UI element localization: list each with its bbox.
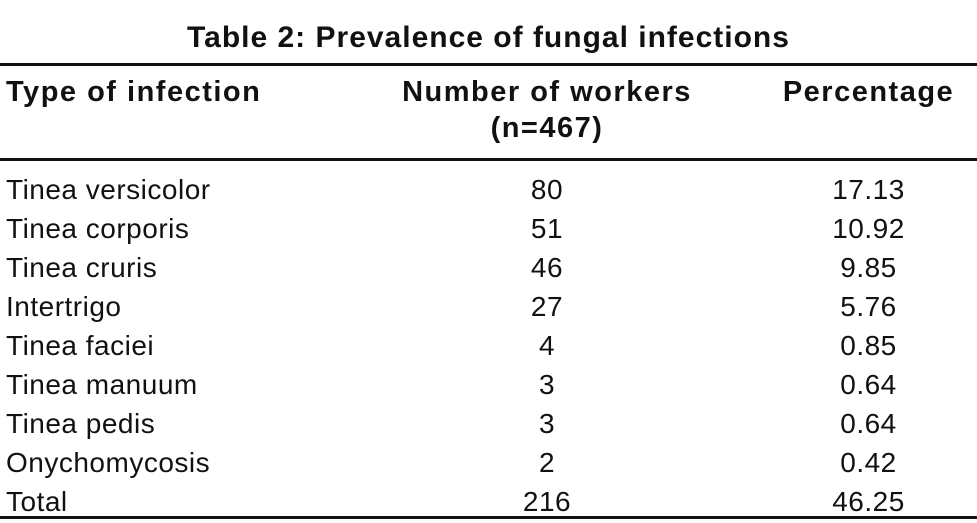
table-row: Tinea faciei 4 0.85 [0,326,977,365]
cell-percentage: 0.64 [840,369,897,400]
cell-percentage: 0.64 [840,408,897,439]
cell-percentage: 0.42 [840,447,897,478]
cell-percentage: 0.85 [840,330,897,361]
table-row: Tinea corporis 51 10.92 [0,209,977,248]
table-body: Tinea versicolor 80 17.13 Tinea corporis… [0,170,977,522]
cell-type: Tinea versicolor [6,174,211,205]
cell-type: Intertrigo [6,291,122,322]
cell-number: 3 [538,369,556,400]
cell-number: 216 [522,486,572,517]
table-row: Tinea manuum 3 0.64 [0,365,977,404]
cell-type: Tinea pedis [6,408,156,439]
cell-percentage: 10.92 [832,213,905,244]
cell-number: 2 [538,447,556,478]
table-caption: Table 2: Prevalence of fungal infections [187,21,790,54]
cell-type: Tinea corporis [6,213,190,244]
cell-percentage: 46.25 [832,486,905,517]
cell-number: 3 [538,408,556,439]
cell-type: Tinea faciei [6,330,155,361]
table-row: Tinea cruris 46 9.85 [0,248,977,287]
header-number-of-workers: Number of workers (n=467) [366,74,728,146]
top-rule [0,63,977,66]
header-rule [0,158,977,161]
table-row: Tinea pedis 3 0.64 [0,404,977,443]
table-row: Tinea versicolor 80 17.13 [0,170,977,209]
cell-number: 51 [530,213,564,244]
table-row: Intertrigo 27 5.76 [0,287,977,326]
header-percentage: Percentage [782,76,955,108]
cell-type: Onychomycosis [6,447,211,478]
table-row: Onychomycosis 2 0.42 [0,443,977,482]
bottom-rule [0,516,977,519]
cell-type: Tinea cruris [6,252,158,283]
cell-percentage: 5.76 [840,291,897,322]
cell-type: Tinea manuum [6,369,198,400]
header-type-of-infection: Type of infection [6,76,262,108]
cell-number: 46 [530,252,564,283]
header-number-line1: Number of workers [402,76,692,108]
cell-percentage: 9.85 [840,252,897,283]
header-number-line2: (n=467) [490,112,604,144]
cell-number: 4 [538,330,556,361]
table-row-total: Total 216 46.25 [0,482,977,522]
cell-number: 80 [530,174,564,205]
cell-number: 27 [530,291,564,322]
cell-type: Total [6,486,68,517]
cell-percentage: 17.13 [832,174,905,205]
